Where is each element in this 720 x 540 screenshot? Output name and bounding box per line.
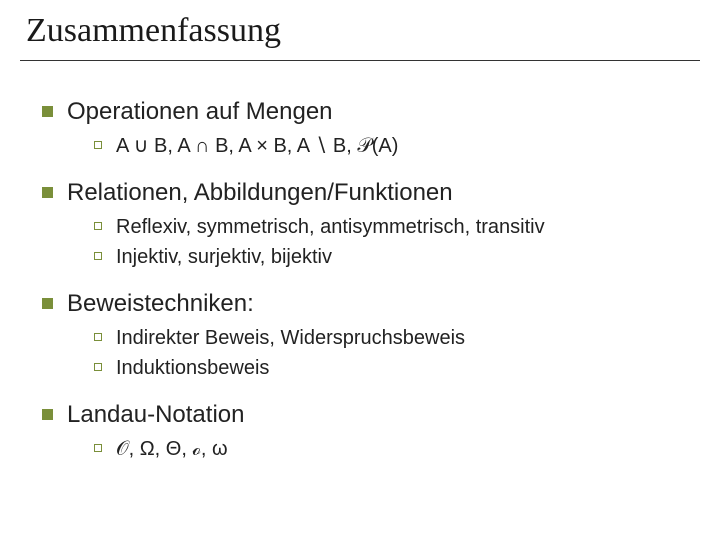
- list-subitem: Induktionsbeweis: [94, 355, 700, 382]
- slide-title: Zusammenfassung: [26, 12, 700, 50]
- list-subitem: A ∪ B, A ∩ B, A × B, A ∖ B, 𝒫(A): [94, 133, 700, 160]
- square-bullet-icon: [42, 106, 53, 117]
- square-bullet-icon: [42, 409, 53, 420]
- group-operationen: Operationen auf Mengen A ∪ B, A ∩ B, A ×…: [42, 97, 700, 160]
- list-item-label: Landau-Notation: [67, 400, 244, 430]
- list-subitem: Injektiv, surjektiv, bijektiv: [94, 244, 700, 271]
- list-item: Relationen, Abbildungen/Funktionen: [42, 178, 700, 208]
- square-outline-bullet-icon: [94, 141, 102, 149]
- list-item-label: Operationen auf Mengen: [67, 97, 333, 127]
- list-item-label: Beweistechniken:: [67, 289, 254, 319]
- list-subitem: 𝒪, Ω, Θ, ℴ, ω: [94, 436, 700, 463]
- list-subitem-label: A ∪ B, A ∩ B, A × B, A ∖ B, 𝒫(A): [116, 133, 398, 160]
- square-outline-bullet-icon: [94, 363, 102, 371]
- list-item: Operationen auf Mengen: [42, 97, 700, 127]
- list-item-label: Relationen, Abbildungen/Funktionen: [67, 178, 453, 208]
- list-subitem: Indirekter Beweis, Widerspruchsbeweis: [94, 325, 700, 352]
- list-subitem-label: Injektiv, surjektiv, bijektiv: [116, 244, 332, 271]
- list-item: Landau-Notation: [42, 400, 700, 430]
- list-subitem-label: Induktionsbeweis: [116, 355, 269, 382]
- square-bullet-icon: [42, 187, 53, 198]
- square-bullet-icon: [42, 298, 53, 309]
- title-block: Zusammenfassung: [20, 12, 700, 61]
- group-beweistechniken: Beweistechniken: Indirekter Beweis, Wide…: [42, 289, 700, 382]
- list-subitem: Reflexiv, symmetrisch, antisymmetrisch, …: [94, 214, 700, 241]
- content-area: Operationen auf Mengen A ∪ B, A ∩ B, A ×…: [20, 97, 700, 463]
- group-landau: Landau-Notation 𝒪, Ω, Θ, ℴ, ω: [42, 400, 700, 463]
- list-item: Beweistechniken:: [42, 289, 700, 319]
- square-outline-bullet-icon: [94, 333, 102, 341]
- square-outline-bullet-icon: [94, 222, 102, 230]
- list-subitem-label: Indirekter Beweis, Widerspruchsbeweis: [116, 325, 465, 352]
- square-outline-bullet-icon: [94, 444, 102, 452]
- list-subitem-label: Reflexiv, symmetrisch, antisymmetrisch, …: [116, 214, 545, 241]
- group-relationen: Relationen, Abbildungen/Funktionen Refle…: [42, 178, 700, 271]
- slide: Zusammenfassung Operationen auf Mengen A…: [0, 0, 720, 540]
- square-outline-bullet-icon: [94, 252, 102, 260]
- list-subitem-label: 𝒪, Ω, Θ, ℴ, ω: [116, 436, 228, 463]
